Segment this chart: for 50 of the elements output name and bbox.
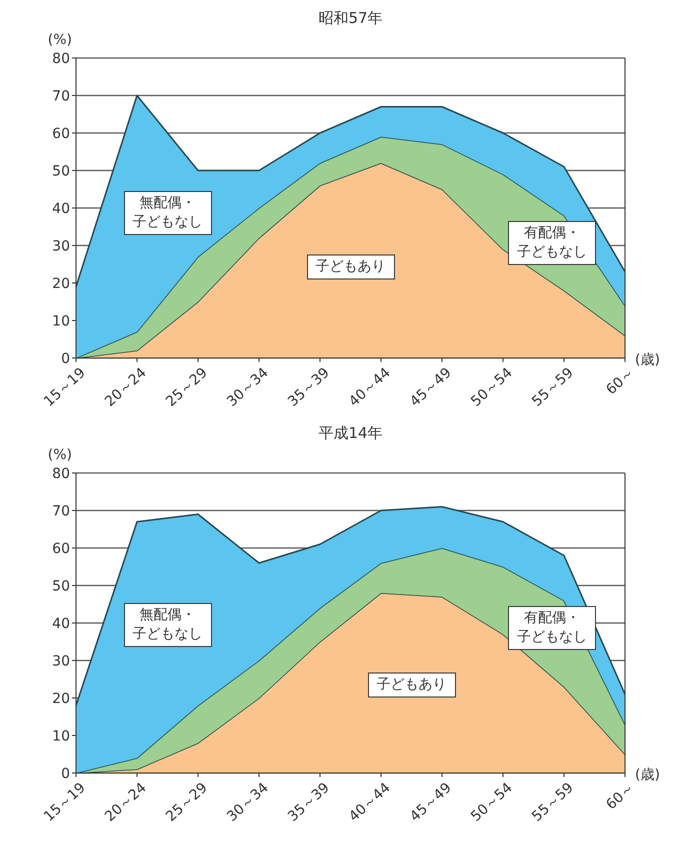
y-tick-label: 20: [52, 276, 70, 292]
x-tick-label: 30～34: [224, 780, 272, 825]
y-tick-label: 10: [52, 313, 70, 330]
x-tick-label: 60～: [603, 364, 638, 398]
y-tick-label: 50: [52, 163, 70, 180]
y-tick-label: 70: [52, 503, 70, 520]
x-axis-title: (歳): [635, 767, 660, 783]
y-tick-label: 40: [52, 200, 70, 217]
x-tick-label: 40～44: [346, 364, 394, 410]
x-tick-label: 50～54: [468, 780, 516, 825]
series-label: 無配偶・子どもなし: [132, 607, 202, 642]
x-tick-label: 20～24: [102, 364, 150, 410]
chart-title: 平成14年: [318, 424, 383, 442]
y-tick-label: 20: [52, 690, 70, 707]
x-tick-label: 50～54: [468, 364, 516, 410]
y-tick-label: 30: [52, 238, 70, 254]
series-label: 無配偶・子どもなし: [132, 195, 202, 230]
y-tick-label: 60: [52, 126, 70, 142]
y-tick-label: 80: [52, 50, 70, 67]
x-tick-label: 35～39: [285, 780, 333, 825]
y-tick-label: 0: [61, 766, 70, 782]
x-tick-label: 60～: [603, 780, 638, 814]
y-tick-label: 40: [52, 616, 70, 632]
series-label: 子どもあり: [376, 676, 446, 692]
x-tick-label: 40～44: [346, 780, 394, 825]
y-tick-label: 50: [52, 578, 70, 594]
x-tick-label: 15～19: [41, 364, 89, 410]
chart-title: 昭和57年: [318, 9, 383, 27]
series-label: 有配偶・子どもなし: [516, 610, 587, 646]
y-tick-label: 30: [52, 653, 70, 670]
y-axis-title: (%): [48, 447, 72, 463]
x-tick-label: 15～19: [41, 780, 89, 825]
x-tick-label: 45～49: [407, 780, 455, 825]
series-label: 有配偶・子どもなし: [516, 225, 587, 260]
y-axis-title: (%): [48, 32, 72, 48]
y-tick-label: 70: [52, 88, 70, 104]
x-tick-label: 55～59: [529, 780, 577, 825]
y-tick-label: 10: [52, 728, 70, 744]
x-tick-label: 45～49: [407, 364, 455, 410]
x-tick-label: 30～34: [224, 364, 272, 410]
x-tick-label: 55～59: [529, 364, 577, 410]
x-tick-label: 35～39: [285, 364, 333, 410]
x-axis-title: (歳): [635, 352, 660, 368]
x-tick-label: 25～29: [163, 364, 211, 410]
y-tick-label: 60: [52, 540, 70, 557]
x-tick-label: 25～29: [163, 780, 211, 825]
y-tick-label: 0: [61, 350, 70, 367]
x-tick-label: 20～24: [102, 780, 150, 825]
y-tick-label: 80: [52, 466, 70, 482]
series-label: 子どもあり: [316, 258, 386, 274]
